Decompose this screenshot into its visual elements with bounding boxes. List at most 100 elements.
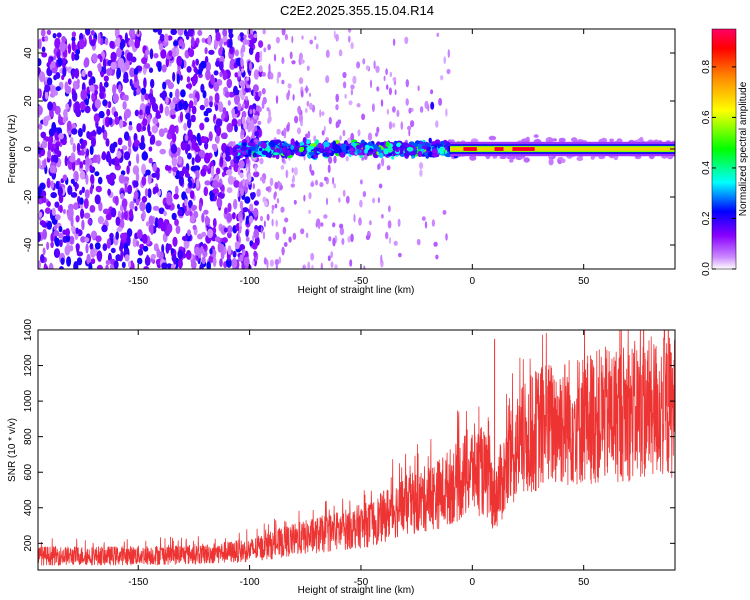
spectrogram-cell [281, 56, 285, 65]
spectrogram-cell [388, 87, 392, 96]
spectrogram-cell [282, 147, 286, 154]
spectrogram-cell [72, 91, 78, 102]
spectrogram-cell [305, 139, 311, 145]
x-tick-label: 50 [578, 577, 590, 588]
spectrogram-cell [421, 142, 426, 147]
spectrogram-cell [234, 72, 239, 78]
spectrogram-cell [259, 157, 264, 165]
spectrogram-cell [328, 156, 333, 164]
spectrogram-cell [113, 111, 119, 118]
spectrogram-cell [222, 35, 228, 43]
spectrogram-cell [201, 37, 206, 43]
spectrogram-cell [215, 118, 223, 127]
spectrogram-cell [269, 259, 274, 267]
spectrogram-cell [381, 157, 385, 167]
spectrogram-cell [145, 221, 150, 227]
spectrogram-cell [237, 35, 241, 41]
spectrogram-cell [286, 124, 290, 132]
spectrogram-cell [129, 201, 135, 211]
spectrogram-cell [145, 202, 152, 214]
spectrogram-cell [215, 31, 221, 42]
spectrogram-cell [204, 97, 209, 108]
spectrogram-cell [386, 108, 390, 115]
spectrogram-cell [285, 170, 288, 178]
spectrogram-cell [187, 117, 192, 129]
spectrogram-cell [252, 152, 257, 158]
x-tick-label: 50 [578, 276, 590, 287]
spectrogram-cell [391, 145, 399, 151]
spectrogram-cell [176, 55, 183, 67]
spectrogram-cell [54, 214, 61, 221]
spectrogram-cell [438, 97, 443, 106]
spectrogram-cell [245, 178, 249, 184]
spectrogram-cell [357, 129, 361, 137]
spectrogram-cell [419, 162, 424, 170]
spectrogram-cell [219, 258, 223, 267]
spectrogram-cell [169, 91, 173, 99]
spectrogram-cell [233, 180, 240, 188]
spectrogram-cell [367, 141, 373, 147]
spectrogram-cell [48, 128, 55, 137]
spectrogram-cell [44, 35, 49, 42]
spectrogram-cell [200, 83, 205, 93]
spectrogram-cell [56, 32, 62, 38]
spectrogram-cell [175, 125, 179, 134]
spectrogram-cell [148, 215, 154, 226]
spectrogram-cell [76, 78, 80, 85]
spectrogram-cell [124, 254, 130, 262]
spectrogram-cell [292, 174, 295, 183]
spectrogram-cell [234, 94, 240, 105]
spectrogram-cell [392, 77, 397, 82]
spectrogram-cell [316, 218, 321, 226]
spectrogram-cell [96, 126, 103, 135]
spectrogram-cell [187, 152, 192, 160]
spectrogram-cell [182, 100, 189, 111]
spectrogram-cell [222, 29, 227, 37]
spectrogram-cell [248, 46, 254, 56]
spectrogram-cell [185, 112, 191, 120]
spectrogram-cell [113, 160, 120, 167]
spectrogram-cell [222, 70, 228, 81]
spectrogram-cell [295, 140, 299, 147]
spectrogram-cell [194, 145, 200, 153]
spectrogram-cell [86, 131, 91, 139]
spectrogram-cell [139, 201, 146, 212]
spectrogram-cell [264, 147, 271, 152]
spectrogram-cell [165, 165, 172, 171]
spectrogram-cell [128, 160, 132, 167]
spectrogram-cell [84, 237, 90, 243]
spectrogram-cell [202, 90, 207, 99]
spectrogram-cell [100, 71, 104, 78]
spectrogram-cell [239, 217, 243, 224]
spectrogram-cell [523, 157, 530, 163]
spectrogram-cell [309, 39, 314, 45]
spectrogram-cell [233, 89, 241, 96]
spectrogram-cell [350, 233, 354, 243]
spectrogram-cell [262, 178, 266, 184]
spectrogram-cell [332, 237, 336, 247]
spectrogram-cell [218, 101, 224, 113]
spectrogram-cell [590, 155, 595, 160]
spectrogram-cell [175, 88, 180, 100]
spectrogram-cell [256, 188, 261, 197]
spectrogram-cell [350, 42, 354, 50]
spectrogram-cell [169, 109, 176, 115]
spectrogram-cell [404, 151, 411, 157]
spectrogram-cell [308, 192, 312, 200]
spectrogram-cell [147, 173, 152, 185]
spectrogram-cell [353, 213, 356, 223]
x-tick-label: -150 [128, 577, 148, 588]
spectrogram-cell [393, 240, 398, 246]
spectrogram-cell [275, 263, 278, 269]
spectrogram-cell [213, 81, 220, 92]
spectrogram-cell [51, 101, 57, 112]
spectrogram-cell [298, 114, 303, 123]
spectrogram-cell [335, 104, 339, 111]
spectrogram-cell [81, 186, 86, 193]
spectrogram-cell [150, 96, 156, 106]
spectrogram-cell [349, 151, 356, 155]
spectrogram-cell [314, 139, 320, 146]
spectrogram-cell [330, 251, 334, 259]
spectrogram-cell [73, 202, 79, 211]
spectrogram-cell [406, 147, 414, 152]
